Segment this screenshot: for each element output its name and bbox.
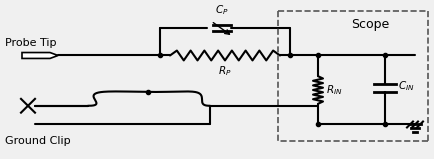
Text: Ground Clip: Ground Clip [5, 136, 70, 146]
Text: $R_P$: $R_P$ [218, 64, 231, 78]
Text: $C_P$: $C_P$ [215, 3, 228, 17]
Text: Probe Tip: Probe Tip [5, 38, 56, 48]
Polygon shape [22, 52, 58, 59]
Text: $C_{IN}$: $C_{IN}$ [397, 79, 414, 93]
Text: $R_{IN}$: $R_{IN}$ [325, 83, 342, 97]
Text: Scope: Scope [350, 18, 388, 31]
